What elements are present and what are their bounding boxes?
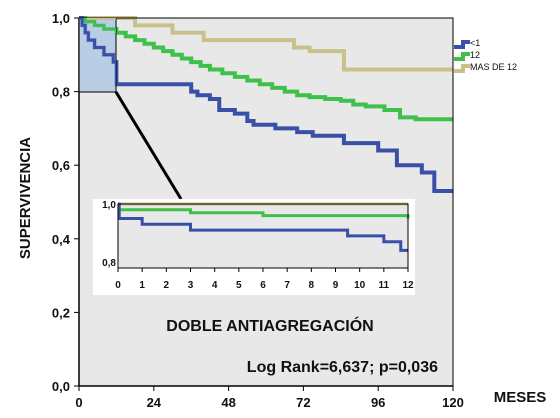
zoom-connector-line bbox=[114, 91, 183, 200]
inset-x-tick-label: 2 bbox=[164, 280, 170, 291]
legend-label: MAS DE 12 bbox=[470, 62, 517, 72]
series-line-12 bbox=[79, 16, 453, 122]
inset-y-tick-label: 0,8 bbox=[102, 258, 116, 269]
inset-series-line-1 bbox=[117, 202, 408, 252]
inset-x-tick-label: 4 bbox=[212, 280, 218, 291]
y-tick-label: 0,2 bbox=[52, 305, 70, 320]
legend-swatch bbox=[454, 40, 470, 49]
x-axis-title: MESES bbox=[494, 389, 547, 406]
legend-item-12: 12 bbox=[454, 50, 480, 61]
y-tick-label: 1,0 bbox=[52, 11, 70, 26]
legend-label: <1 bbox=[470, 38, 480, 48]
plot-frame bbox=[78, 17, 454, 387]
legend-item-mas-de-12: MAS DE 12 bbox=[454, 62, 517, 73]
inset-x-tick-label: 1 bbox=[139, 280, 145, 291]
inset-x-tick-label: 3 bbox=[188, 280, 194, 291]
zoom-line-1 bbox=[79, 18, 116, 86]
y-tick-label: 0,4 bbox=[52, 232, 71, 247]
inset-x-tick-label: 7 bbox=[284, 280, 290, 291]
y-axis-ticks: 0,0 0,2 0,4 0,6 0,8 1,0 bbox=[52, 11, 79, 394]
inset-x-tick-label: 6 bbox=[260, 280, 266, 291]
x-tick-label: 72 bbox=[296, 395, 310, 410]
y-tick-label: 0,0 bbox=[52, 379, 70, 394]
inset-x-tick-label: 5 bbox=[236, 280, 242, 291]
zoom-region-lines bbox=[79, 18, 116, 86]
y-tick-label: 0,6 bbox=[52, 158, 70, 173]
inset-x-tick-label: 10 bbox=[354, 280, 366, 291]
legend-label: 12 bbox=[470, 50, 480, 60]
y-axis-title: SUPERVIVENCIA bbox=[17, 137, 34, 259]
x-tick-label: 96 bbox=[371, 395, 385, 410]
x-tick-label: 120 bbox=[442, 395, 464, 410]
x-tick-label: 24 bbox=[147, 395, 162, 410]
x-tick-label: 48 bbox=[221, 395, 235, 410]
inset-x-tick-label: 11 bbox=[379, 280, 390, 291]
annotation-log-rank: Log Rank=6,637; p=0,036 bbox=[247, 359, 438, 376]
x-tick-label: 0 bbox=[75, 395, 82, 410]
inset-x-tick-label: 9 bbox=[333, 280, 339, 291]
inset-x-tick-label: 8 bbox=[309, 280, 315, 291]
series-line-mas-de-12 bbox=[79, 16, 453, 72]
y-tick-label: 0,8 bbox=[52, 85, 70, 100]
inset-x-tick-label: 0 bbox=[115, 280, 121, 291]
inset-x-tick-label: 12 bbox=[402, 280, 414, 291]
annotation-title: DOBLE ANTIAGREGACIÓN bbox=[166, 316, 373, 335]
legend-item-1: <1 bbox=[454, 38, 480, 49]
legend: <1 12 MAS DE 12 bbox=[454, 38, 517, 73]
legend-swatch bbox=[454, 64, 470, 73]
legend-swatch bbox=[454, 52, 470, 61]
inset-y-tick-label: 1,0 bbox=[102, 200, 116, 211]
inset-ticks: 0 1 2 3 4 5 6 7 8 9 10 11 120,81,0 bbox=[102, 200, 414, 291]
x-axis-ticks: 0 24 48 72 96 120 bbox=[75, 386, 464, 410]
